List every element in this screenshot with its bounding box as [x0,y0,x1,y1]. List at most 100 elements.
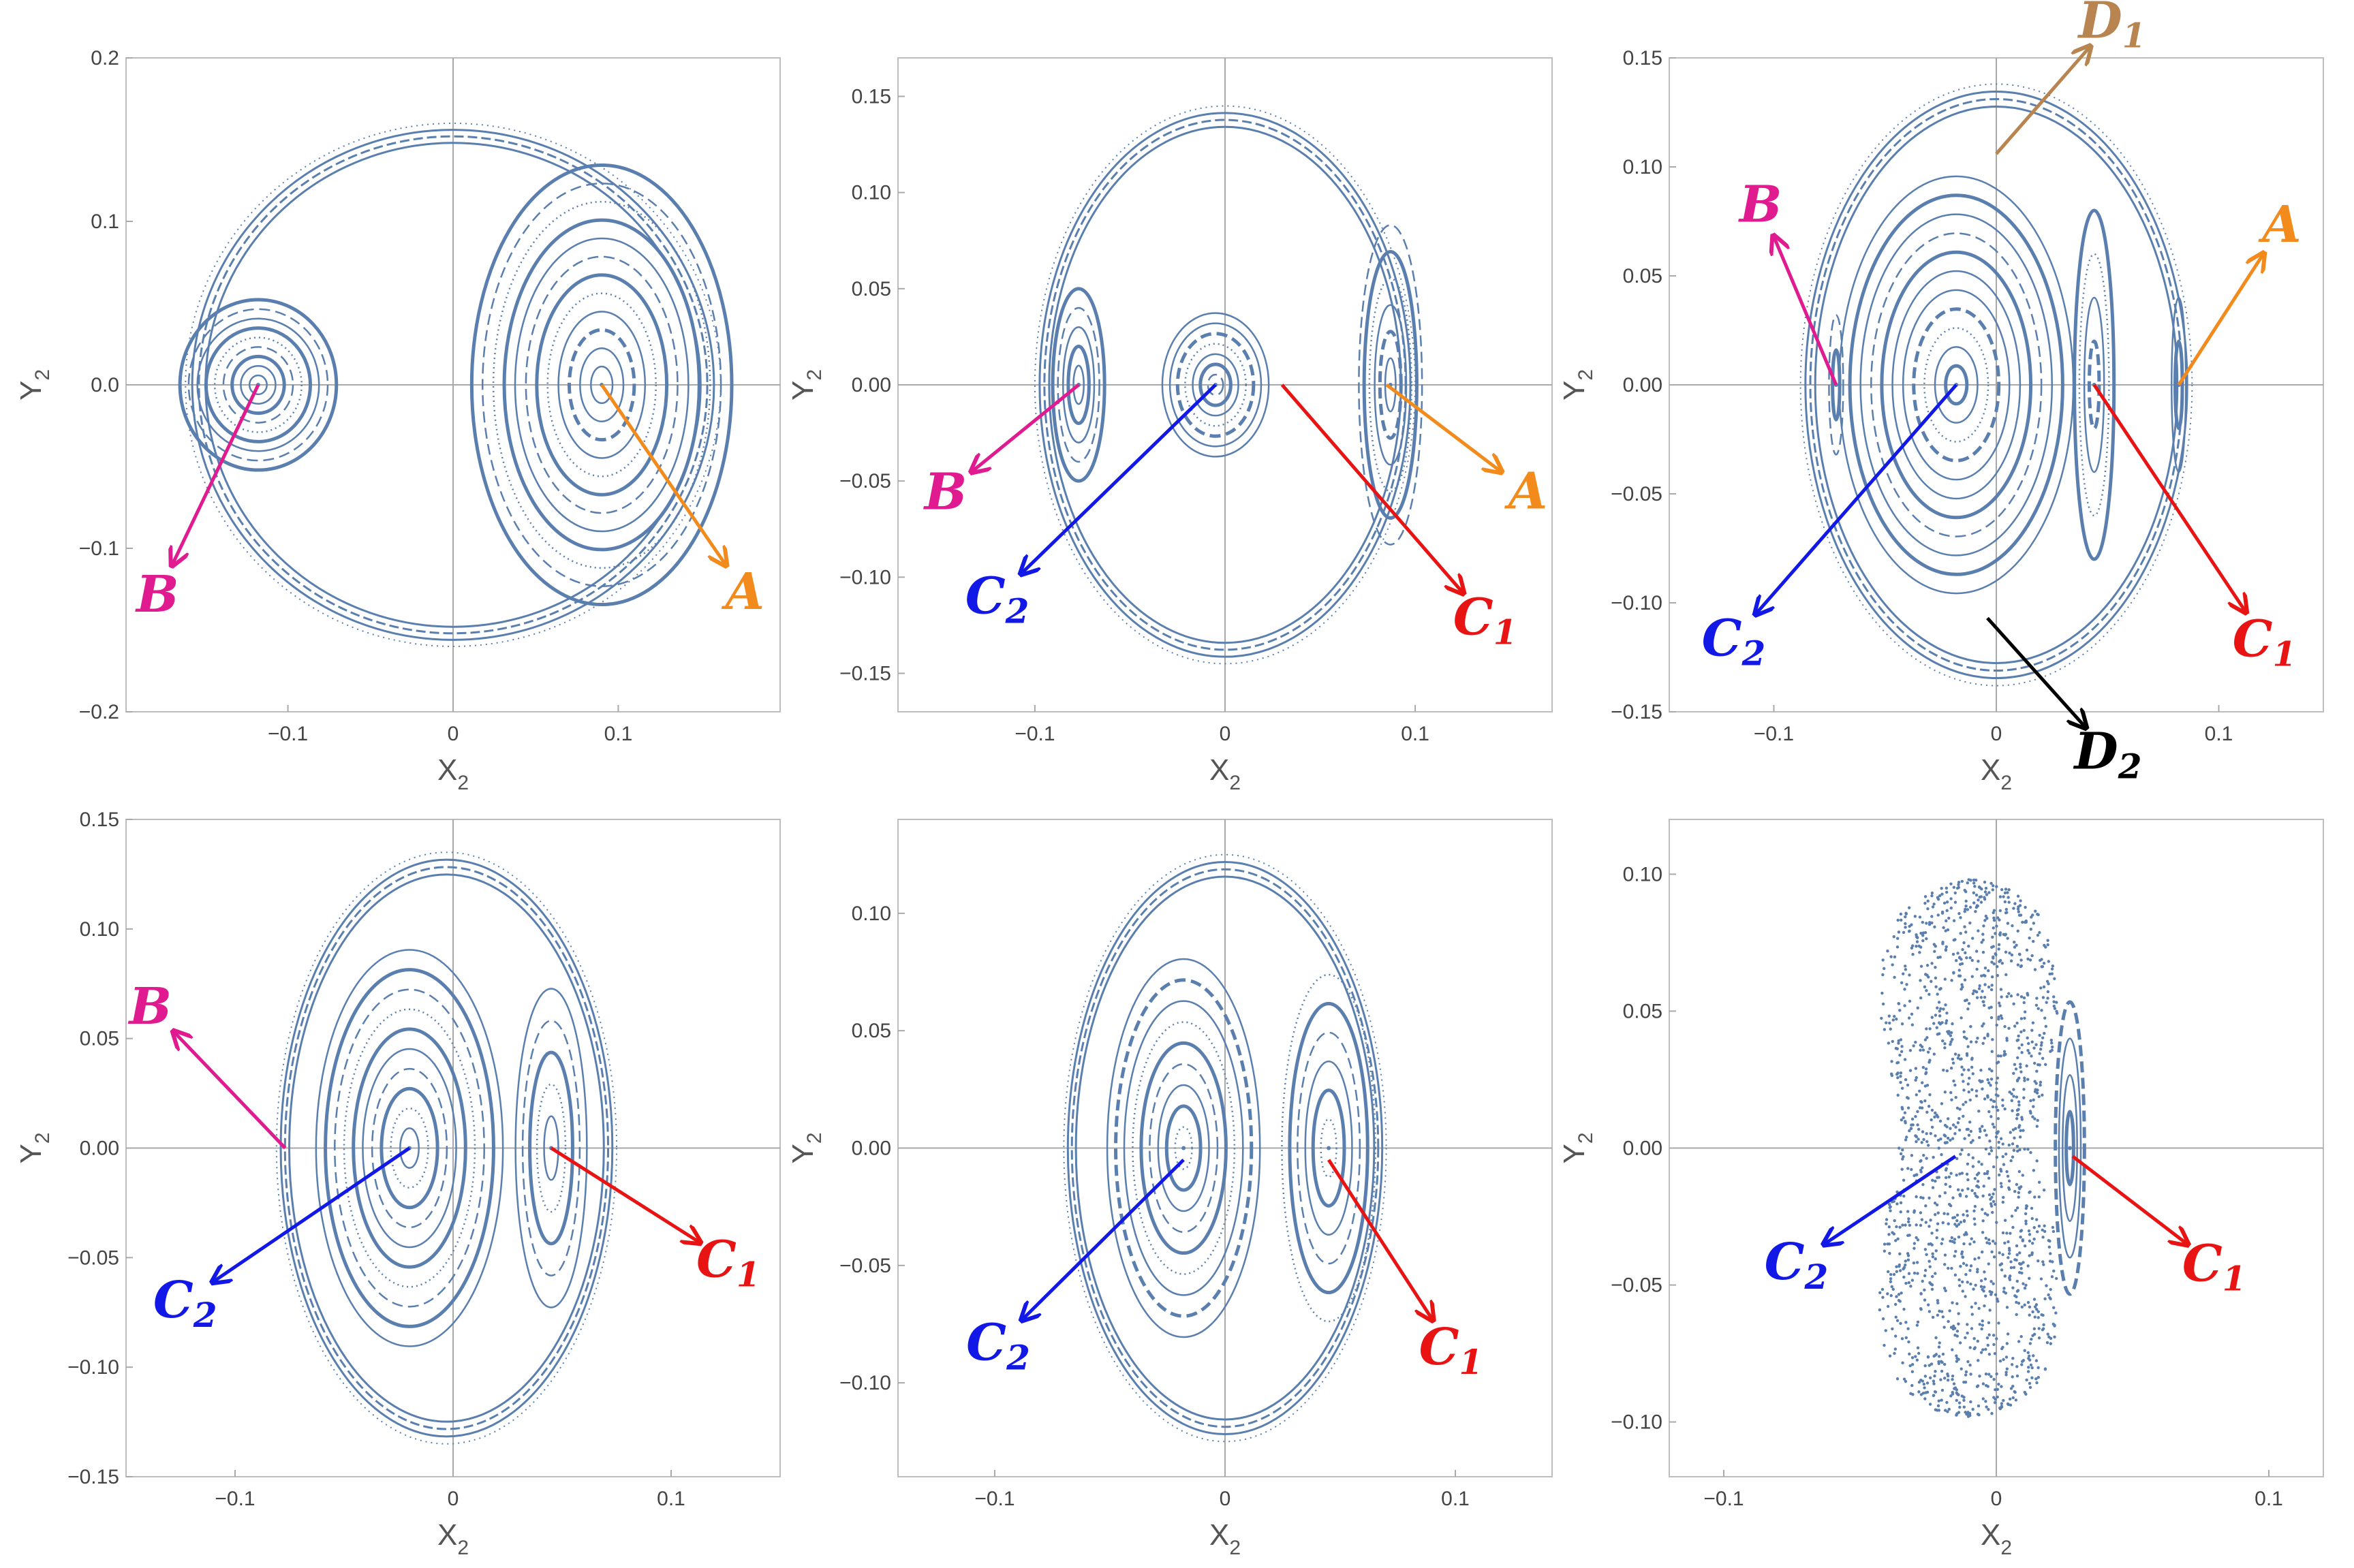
chaotic-orbit-point [1900,981,1904,985]
island-orbit-curve [1902,289,2011,481]
chaotic-orbit-point [1999,1182,2003,1185]
chaotic-orbit-point [2019,1229,2024,1232]
chaotic-orbit-point [1936,913,1940,917]
chaotic-orbit-point [1962,1405,1966,1409]
chaotic-orbit-point [1985,1405,1988,1409]
chaotic-orbit-point [1880,1016,1883,1020]
chaotic-orbit-point [2030,1242,2034,1245]
chaotic-orbit-point [1990,1411,1994,1415]
chaotic-orbit-point [1977,1359,1980,1362]
chaotic-orbit-point [1983,890,1987,894]
chaotic-orbit-point [1941,1352,1945,1356]
chaotic-orbit-point [2007,992,2011,995]
chaotic-orbit-point [1959,1264,1962,1268]
chaotic-orbit-point [1938,988,1942,991]
chaotic-orbit-point [1883,967,1886,971]
chaotic-orbit-point [1888,1021,1891,1025]
chaotic-orbit-point [1948,1309,1951,1313]
chaotic-orbit-point [1981,932,1985,936]
chaotic-orbit-point [1938,1309,1941,1313]
chaotic-orbit-point [2039,986,2043,990]
chaotic-orbit-point [2049,1038,2054,1042]
chaotic-orbit-point [1936,1138,1940,1142]
chaotic-orbit-point [1991,1105,1995,1109]
annotation-label-c1: C1 [1453,589,1517,653]
chaotic-orbit-point [1916,1006,1919,1009]
chaotic-orbit-point [2042,1263,2045,1266]
chaotic-orbit-point [1965,999,1968,1002]
annotation-arrow-c1 [2092,383,2246,612]
chaotic-orbit-point [2000,1262,2004,1266]
chaotic-orbit-point [1921,934,1925,937]
chaotic-orbit-point [1977,898,1980,902]
chaotic-orbit-point [1895,937,1900,940]
island-orbit-curve [492,200,711,569]
chaotic-orbit-point [1957,1284,1962,1287]
chaotic-orbit-point [1981,1041,1985,1045]
chaotic-orbit-point [1936,1176,1939,1179]
chaotic-orbit-point [2046,990,2050,994]
chaotic-orbit-point [1930,1016,1934,1019]
chaotic-orbit-point [2006,1332,2010,1336]
chaotic-orbit-point [1998,1251,2001,1255]
chaotic-orbit-point [2023,1147,2026,1151]
chaotic-orbit-point [2053,1007,2057,1010]
chaotic-orbit-point [2017,1108,2020,1111]
chaotic-orbit-point [1930,921,1934,925]
chaotic-orbit-point [1914,1067,1918,1070]
chaotic-orbit-point [1953,1083,1957,1087]
chaotic-orbit-point [2017,1100,2021,1103]
chaotic-orbit-point [1983,1172,1987,1176]
chaotic-orbit-point [1949,897,1953,900]
chaotic-orbit-point [2015,1144,2019,1148]
outer-orbit-curve [1804,90,2188,680]
chaotic-orbit-point [2037,1224,2041,1228]
chaotic-orbit-point [1957,1411,1961,1414]
chaotic-orbit-point [1901,1107,1904,1111]
chaotic-orbit-point [1971,1165,1975,1168]
chaotic-orbit-point [1923,1397,1927,1400]
chaotic-orbit-point [1940,1102,1944,1106]
chaotic-orbit-point [2019,899,2022,903]
chaotic-orbit-point [1889,1293,1893,1298]
chaotic-orbit-point [1970,1237,1973,1240]
chaotic-orbit-point [2009,1232,2012,1235]
chaotic-orbit-point [1968,1098,1972,1102]
chaotic-orbit-point [2027,1366,2030,1369]
chaotic-orbit-point [2037,1180,2041,1184]
island-orbit-curve [1288,1001,1369,1295]
y-tick-label: 0.00 [1623,374,1662,396]
chaotic-orbit-point [1991,884,1995,888]
chaotic-orbit-point [1963,1137,1966,1140]
chaotic-orbit-point [1910,1362,1915,1366]
chaotic-orbit-point [1887,1225,1891,1229]
chaotic-orbit-point [1953,1052,1957,1056]
island-orbit-curve [1859,213,2054,556]
island-orbit-curve [1384,357,1397,413]
chaotic-orbit-point [2043,1031,2046,1035]
chaotic-orbit-point [1960,1065,1964,1069]
chaotic-orbit-point [1981,1125,1984,1128]
chaotic-orbit-point [1992,1343,1996,1347]
island-orbit-curve [1164,1104,1203,1192]
chaotic-orbit-point [2017,1195,2020,1199]
chaotic-orbit-point [2013,902,2017,905]
chaotic-orbit-point [1948,1185,1952,1189]
chaotic-orbit-point [1987,891,1991,894]
chaotic-orbit-point [1919,945,1923,949]
chaotic-orbit-point [1918,915,1922,919]
chaotic-orbit-point [1992,926,1995,930]
chaotic-orbit-point [1983,1304,1986,1308]
chaotic-orbit-point [1920,1141,1923,1144]
chaotic-orbit-point [1886,950,1889,953]
chaotic-orbit-point [1943,1409,1947,1412]
chaotic-orbit-point [1914,1114,1917,1118]
chaotic-orbit-point [1910,944,1915,947]
chaotic-orbit-point [1958,1172,1962,1176]
chaotic-orbit-point [1900,1167,1904,1171]
x-tick-label: 0.1 [604,723,633,745]
chaotic-orbit-point [2026,1370,2030,1373]
chaotic-orbit-point [1928,1047,1932,1050]
island-orbit-curve [2062,1074,2078,1222]
chaotic-orbit-point [1937,1345,1941,1349]
